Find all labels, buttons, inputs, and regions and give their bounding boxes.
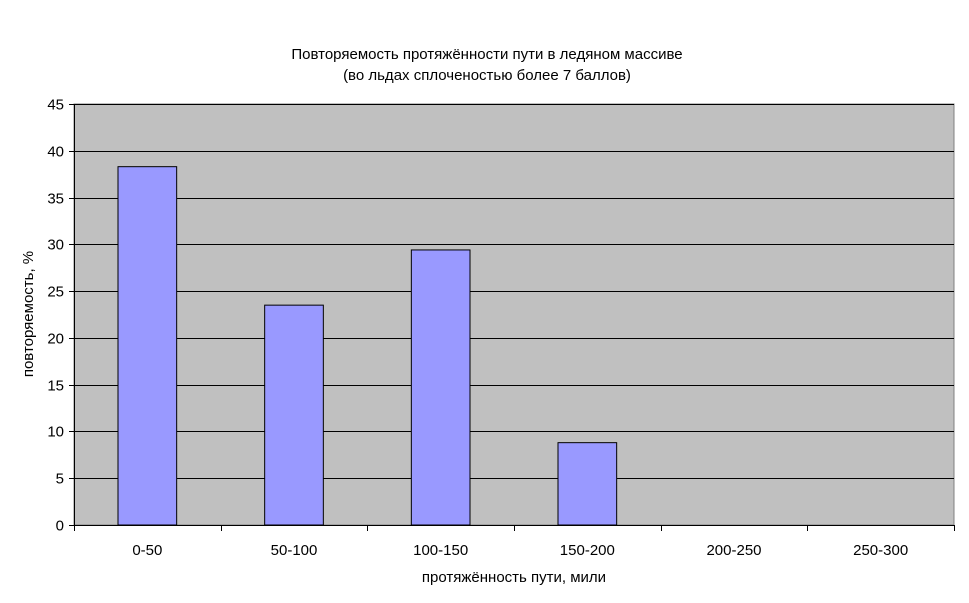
x-tick-labels: 0-50 50-100 100-150 150-200 200-250 250-300	[132, 542, 908, 559]
y-tick-label: 20	[47, 331, 64, 348]
y-tick-label: 10	[47, 424, 64, 441]
x-tick-label: 250-300	[853, 542, 908, 559]
x-tick-label: 0-50	[132, 542, 162, 559]
x-tick-label: 200-250	[706, 542, 761, 559]
x-tick-label: 150-200	[560, 542, 615, 559]
y-axis-label: повторяемость, %	[20, 251, 37, 377]
y-tick-label: 35	[47, 191, 64, 208]
axes	[69, 104, 955, 531]
y-tick-label: 30	[47, 237, 64, 254]
chart-title: Повторяемость протяжённости пути в ледян…	[291, 46, 682, 63]
bar	[117, 166, 178, 526]
y-tick-label: 5	[56, 471, 64, 488]
y-tick-label: 15	[47, 378, 64, 395]
y-tick-labels: 0 5 10 15 20 25 30 35 40 45	[47, 97, 64, 535]
bars	[117, 166, 618, 526]
bar	[557, 442, 618, 526]
plot-background	[73, 103, 955, 526]
bar	[410, 249, 471, 526]
x-tick-label: 100-150	[413, 542, 468, 559]
y-tick-label: 25	[47, 284, 64, 301]
bar	[264, 304, 324, 526]
plot-area	[73, 103, 955, 526]
x-axis-label: протяжённость пути, мили	[422, 569, 606, 586]
y-tick-label: 45	[47, 97, 64, 114]
gridlines	[74, 104, 954, 479]
chart-subtitle: (во льдах сплоченостью более 7 баллов)	[343, 67, 631, 84]
y-tick-label: 40	[47, 144, 64, 161]
x-tick-label: 50-100	[271, 542, 318, 559]
y-tick-label: 0	[56, 518, 64, 535]
